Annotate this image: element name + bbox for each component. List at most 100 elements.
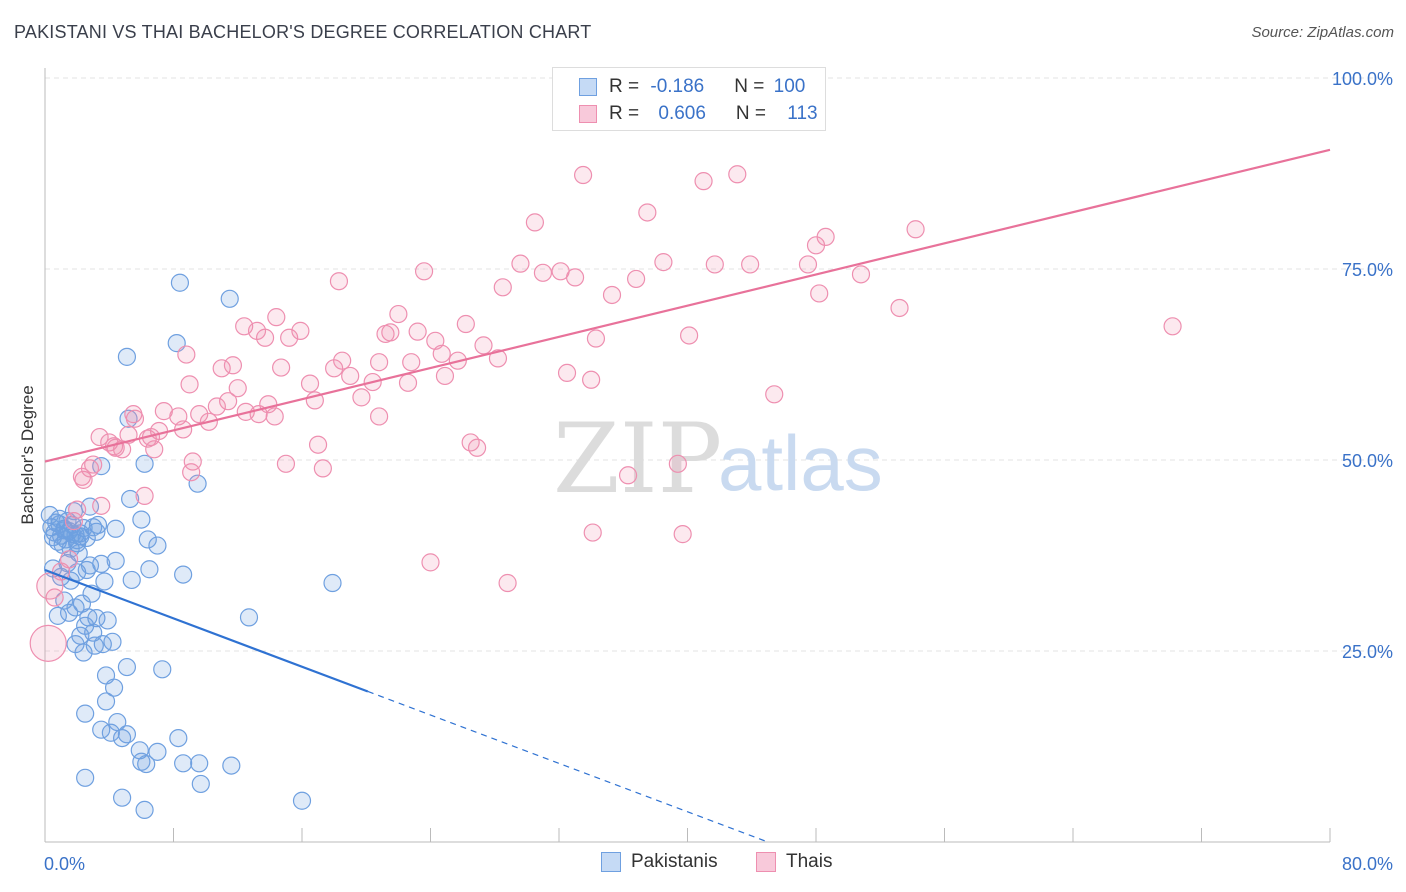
thai-point xyxy=(461,433,480,452)
x-tick-label: 80.0% xyxy=(1342,854,1393,874)
pakistani-point xyxy=(135,800,154,820)
thai-point xyxy=(280,328,299,347)
pakistani-point xyxy=(148,742,167,761)
thai-point xyxy=(680,326,699,345)
pakistani-point xyxy=(76,704,95,723)
watermark-atlas: atlas xyxy=(718,419,883,507)
y-tick-label: 75.0% xyxy=(1342,260,1393,280)
legend-n-value: 113 xyxy=(787,103,818,124)
pakistani-point xyxy=(135,454,154,473)
pakistani-point xyxy=(101,723,120,742)
thai-point xyxy=(582,370,601,389)
thai-point xyxy=(267,308,286,327)
pakistani-point xyxy=(76,768,95,787)
y-tick-label: 50.0% xyxy=(1342,451,1393,471)
thai-point xyxy=(74,470,93,489)
legend-swatch-thais xyxy=(756,852,776,872)
thai-point xyxy=(212,359,231,378)
legend-r-label: R = xyxy=(609,76,645,97)
thai-point xyxy=(36,572,64,600)
thai-point xyxy=(694,172,713,191)
thai-point xyxy=(182,463,201,482)
thai-point xyxy=(219,392,238,411)
source-label: Source: ZipAtlas.com xyxy=(1251,24,1394,41)
thai-point xyxy=(525,213,545,232)
pakistani-point xyxy=(137,754,156,774)
pakistanis-trend-extension xyxy=(367,690,769,843)
legend-item-thais[interactable]: Thais xyxy=(756,851,832,873)
pakistani-point xyxy=(95,572,114,591)
pakistani-point xyxy=(88,515,108,535)
pakistani-point xyxy=(63,525,82,544)
thai-point xyxy=(498,573,517,593)
legend-label-pakistanis: Pakistanis xyxy=(631,851,718,872)
legend-row-pakistanis: R = -0.186 N = 100 xyxy=(553,73,805,101)
legend-r-label: R = xyxy=(609,103,645,124)
pakistani-point xyxy=(239,608,259,627)
thai-point xyxy=(84,455,103,474)
pakistani-point xyxy=(87,522,106,541)
thai-point xyxy=(313,459,332,478)
legend-swatch-pink xyxy=(579,105,597,123)
grid-lines xyxy=(45,77,1392,652)
thai-point xyxy=(816,227,835,247)
thai-point xyxy=(389,304,408,324)
thai-point xyxy=(59,550,79,569)
thai-point xyxy=(798,255,818,274)
legend-swatch-pakistanis xyxy=(601,852,621,872)
thai-point xyxy=(291,321,310,340)
thai-point xyxy=(668,454,687,473)
thai-point xyxy=(638,203,657,222)
correlation-legend: R = -0.186 N = 100 R = 0.606 N = 113 xyxy=(552,67,826,131)
thai-point xyxy=(1163,317,1182,336)
thai-point xyxy=(29,624,67,662)
pakistani-point xyxy=(169,728,188,748)
thai-point xyxy=(272,358,291,377)
pakistani-point xyxy=(106,551,125,570)
thai-point xyxy=(45,588,64,607)
thai-point xyxy=(673,525,692,544)
thai-point xyxy=(255,328,275,347)
thai-point xyxy=(890,298,909,318)
thai-point xyxy=(370,353,389,372)
pakistani-point xyxy=(104,678,124,697)
tick-labels: 25.0% 50.0% 75.0% 100.0% 0.0% 80.0% xyxy=(44,69,1393,874)
thai-point xyxy=(705,255,724,274)
thai-point xyxy=(265,407,284,426)
thai-point xyxy=(207,397,226,416)
thai-point xyxy=(583,523,602,542)
thais-trend-line xyxy=(44,148,1331,463)
thai-point xyxy=(300,374,320,393)
thai-point xyxy=(149,421,169,441)
thai-point xyxy=(586,329,606,348)
thai-point xyxy=(381,323,400,342)
thai-point xyxy=(64,512,84,531)
legend-item-pakistanis[interactable]: Pakistanis xyxy=(601,851,718,873)
thai-point xyxy=(557,363,577,383)
pakistani-point xyxy=(188,474,207,493)
pakistani-point xyxy=(292,791,312,810)
thai-point xyxy=(741,255,760,274)
pakistani-point xyxy=(98,611,117,630)
legend-swatch-blue xyxy=(579,78,597,96)
pakistani-point xyxy=(122,570,141,590)
thai-point xyxy=(124,405,143,424)
pakistani-point xyxy=(68,531,87,550)
chart-title: PAKISTANI VS THAI BACHELOR'S DEGREE CORR… xyxy=(14,22,592,42)
thai-point xyxy=(145,440,164,459)
thai-point xyxy=(432,344,451,363)
thai-point xyxy=(474,336,493,355)
thai-point xyxy=(488,349,508,368)
thai-point xyxy=(602,285,622,305)
legend-n-label: N = xyxy=(735,103,772,124)
thai-point xyxy=(456,314,475,334)
thai-point xyxy=(223,356,243,375)
pakistani-point xyxy=(50,515,69,534)
pakistani-point xyxy=(138,530,157,549)
legend-n-label: N = xyxy=(734,76,770,97)
thai-point xyxy=(810,284,829,303)
pakistani-point xyxy=(121,489,140,509)
thai-point xyxy=(626,269,646,289)
thai-point xyxy=(573,165,593,185)
thai-point xyxy=(135,486,154,506)
